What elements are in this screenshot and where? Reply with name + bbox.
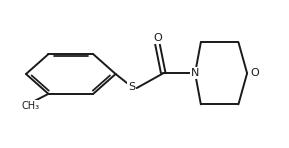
Text: CH₃: CH₃ [21, 101, 39, 111]
Text: O: O [251, 68, 260, 78]
Text: O: O [153, 33, 162, 43]
Text: S: S [128, 82, 135, 92]
Text: N: N [191, 68, 199, 78]
